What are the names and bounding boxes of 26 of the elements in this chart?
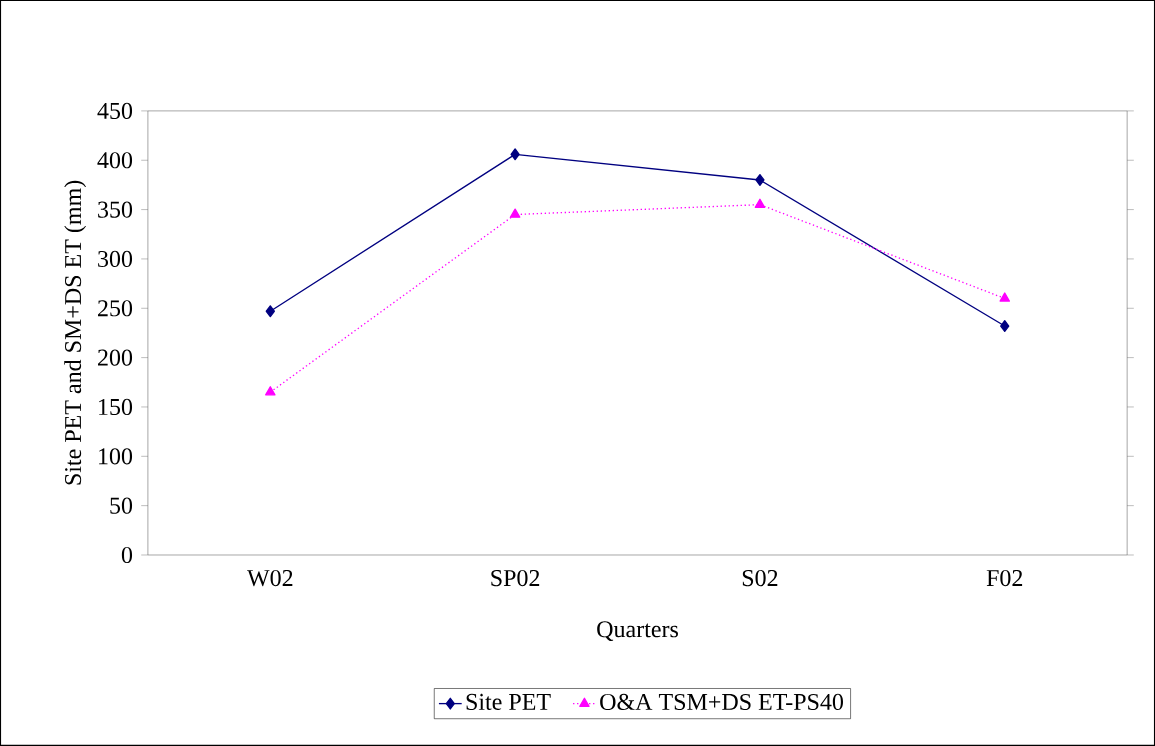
- x-tick-label: F02: [986, 569, 1023, 587]
- point: [755, 174, 765, 187]
- point: [510, 148, 520, 161]
- point: [509, 208, 521, 218]
- y-tick-label: 0: [121, 546, 133, 564]
- point: [1000, 320, 1010, 333]
- legend-label: Site PET: [466, 693, 551, 711]
- point: [265, 386, 276, 396]
- x-axis-title: Quarters: [597, 621, 678, 642]
- legend-label: O&A TSM+DS ET-PS40: [600, 693, 843, 711]
- point: [754, 198, 766, 209]
- y-tick-label: 150: [99, 398, 133, 416]
- y-tick-label: 50: [110, 497, 133, 514]
- y-tick-label: 200: [98, 349, 133, 366]
- y-tick-label: 250: [98, 300, 133, 317]
- y-tick-label: 300: [98, 250, 133, 268]
- y-tick-label: 450: [97, 102, 133, 120]
- y-tick-label: 350: [98, 201, 133, 218]
- y-tick-label: 100: [99, 448, 133, 465]
- point: [999, 292, 1011, 302]
- y-axis-title: Site PET and SM+DS ET (mm): [64, 180, 87, 485]
- x-tick-label: S02: [742, 569, 778, 587]
- x-tick-label: W02: [247, 569, 293, 587]
- point: [265, 305, 275, 318]
- y-tick-label: 400: [97, 152, 133, 169]
- x-tick-label: SP02: [491, 569, 540, 587]
